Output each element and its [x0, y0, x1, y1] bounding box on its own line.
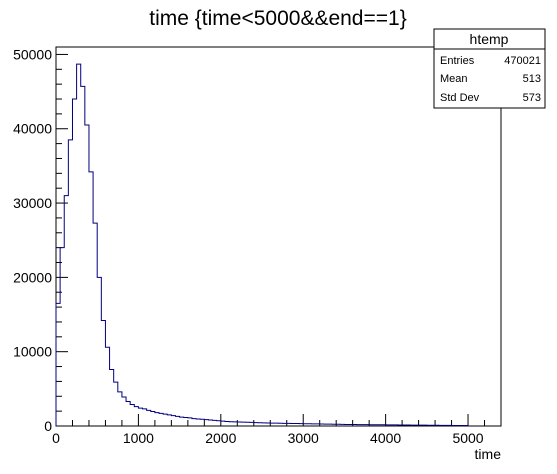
- histogram-line: [55, 63, 469, 427]
- x-tick-label: 0: [52, 430, 60, 446]
- chart-title: time {time<5000&&end==1}: [149, 7, 406, 30]
- y-tick-label: 30000: [13, 195, 52, 211]
- y-tick-label: 40000: [13, 121, 52, 137]
- stats-entries-label: Entries: [440, 55, 475, 67]
- x-tick-label: 3000: [288, 430, 319, 446]
- x-tick-label: 4000: [370, 430, 401, 446]
- x-axis: 0 1000 2000 3000 4000 5000: [52, 414, 502, 446]
- stats-mean-value: 513: [523, 73, 541, 85]
- stats-stddev-label: Std Dev: [440, 92, 480, 104]
- y-axis: 0 10000 20000 30000 40000 50000: [13, 46, 68, 434]
- x-tick-label: 2000: [205, 430, 236, 446]
- stats-box-title: htemp: [470, 31, 509, 47]
- stats-entries-value: 470021: [504, 55, 541, 67]
- y-tick-label: 20000: [13, 269, 52, 285]
- stats-mean-label: Mean: [440, 73, 468, 85]
- x-tick-label: 5000: [452, 430, 483, 446]
- x-axis-title: time: [475, 446, 502, 462]
- stats-stddev-value: 573: [523, 92, 541, 104]
- y-tick-label: 50000: [13, 46, 52, 62]
- y-tick-label: 0: [44, 418, 52, 434]
- plot-frame: [55, 46, 502, 427]
- stats-box-frame: [433, 28, 546, 109]
- y-tick-label: 10000: [13, 344, 52, 360]
- stats-box: htemp Entries 470021 Mean 513 Std Dev 57…: [433, 28, 546, 109]
- x-tick-label: 1000: [123, 430, 154, 446]
